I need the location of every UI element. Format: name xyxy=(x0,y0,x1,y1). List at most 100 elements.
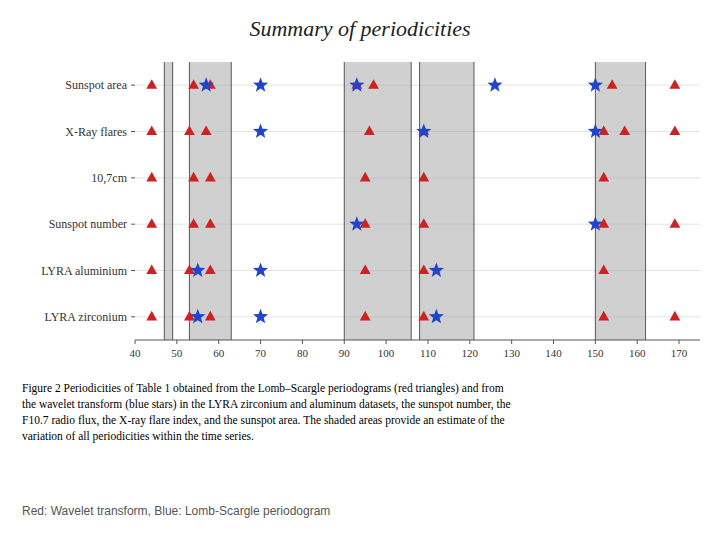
caption-line: Figure 2 Periodicities of Table 1 obtain… xyxy=(22,382,504,395)
x-tick-label: 90 xyxy=(339,347,351,359)
x-tick xyxy=(176,340,177,344)
triangle-marker xyxy=(368,79,379,89)
shaded-region xyxy=(189,62,231,340)
shaded-region xyxy=(595,62,645,340)
x-tick-label: 40 xyxy=(130,347,142,359)
region-boundary xyxy=(164,62,165,340)
star-marker xyxy=(253,77,268,91)
x-tick xyxy=(637,340,638,344)
triangle-marker xyxy=(188,79,199,89)
triangle-marker xyxy=(360,265,371,275)
y-axis: Sunspot area X-Ray flares 10,7cm Sunspot nu… xyxy=(41,78,135,324)
x-tick-label: 150 xyxy=(587,347,604,359)
x-tick-label: 160 xyxy=(629,347,646,359)
triangle-marker xyxy=(418,172,429,182)
x-axis-line xyxy=(135,340,700,341)
triangle-marker xyxy=(205,311,216,321)
x-tick-label: 130 xyxy=(503,347,520,359)
chart-title: Summary of periodicities xyxy=(249,16,470,41)
triangle-marker xyxy=(360,311,371,321)
region-boundary xyxy=(172,62,173,340)
x-tick xyxy=(427,340,428,344)
star-marker xyxy=(588,124,603,138)
bottom-note: Red: Wavelet transform, Blue: Lomb-Scarg… xyxy=(22,504,330,518)
triangle-marker xyxy=(418,265,429,275)
region-boundary xyxy=(419,62,420,340)
plot-area xyxy=(146,62,680,340)
triangle-marker xyxy=(146,218,157,228)
region-boundary xyxy=(595,62,596,340)
y-tick-label: 10,7cm xyxy=(91,171,127,185)
star-marker xyxy=(588,216,603,230)
triangle-marker xyxy=(669,126,680,136)
caption-line: F10.7 radio flux, the X-ray flare index,… xyxy=(22,414,505,427)
x-tick xyxy=(302,340,303,344)
star-marker xyxy=(199,77,214,91)
x-tick xyxy=(260,340,261,344)
x-tick xyxy=(469,340,470,344)
triangle-marker xyxy=(146,265,157,275)
star-marker xyxy=(190,309,205,323)
x-tick xyxy=(553,340,554,344)
region-boundary xyxy=(474,62,475,340)
triangle-marker xyxy=(669,79,680,89)
figure-caption-group: Figure 2 Periodicities of Table 1 obtain… xyxy=(22,382,511,443)
x-tick xyxy=(135,340,136,344)
y-tick xyxy=(131,177,135,178)
x-tick-label: 50 xyxy=(171,347,183,359)
x-tick-label: 120 xyxy=(462,347,479,359)
y-tick xyxy=(131,85,135,86)
y-tick-label: Sunspot number xyxy=(49,217,127,231)
x-tick-label: 70 xyxy=(255,347,267,359)
shaded-region xyxy=(344,62,411,340)
series-star xyxy=(190,77,603,323)
x-tick xyxy=(386,340,387,344)
triangle-marker xyxy=(669,311,680,321)
y-tick xyxy=(131,224,135,225)
triangle-marker xyxy=(146,172,157,182)
x-tick xyxy=(344,340,345,344)
chart-svg: Summary of periodicities4050607080901001… xyxy=(0,0,720,540)
triangle-marker xyxy=(598,311,609,321)
region-boundary xyxy=(645,62,646,340)
x-tick-label: 170 xyxy=(671,347,688,359)
region-boundary xyxy=(231,62,232,340)
triangle-marker xyxy=(205,265,216,275)
triangle-marker xyxy=(184,126,195,136)
y-tick-label: X-Ray flares xyxy=(65,125,127,139)
chart-container: Summary of periodicities4050607080901001… xyxy=(0,0,720,540)
star-marker xyxy=(349,77,364,91)
region-boundary xyxy=(189,62,190,340)
triangle-marker xyxy=(364,126,375,136)
triangle-marker xyxy=(146,311,157,321)
star-marker xyxy=(253,309,268,323)
star-marker xyxy=(487,77,502,91)
triangle-marker xyxy=(607,79,618,89)
y-tick-label: Sunspot area xyxy=(65,78,127,92)
star-marker xyxy=(588,77,603,91)
star-marker xyxy=(416,124,431,138)
star-marker xyxy=(190,263,205,277)
shaded-region xyxy=(164,62,172,340)
y-tick xyxy=(131,316,135,317)
x-tick-label: 60 xyxy=(213,347,225,359)
star-marker xyxy=(429,263,444,277)
triangle-marker xyxy=(146,79,157,89)
x-tick-label: 80 xyxy=(297,347,309,359)
triangle-marker xyxy=(418,311,429,321)
y-tick xyxy=(131,270,135,271)
x-tick xyxy=(511,340,512,344)
x-tick-label: 140 xyxy=(545,347,562,359)
shaded-region xyxy=(420,62,474,340)
y-tick-label: LYRA zirconium xyxy=(45,310,128,324)
caption-line: the wavelet transform (blue stars) in th… xyxy=(22,398,511,411)
figure-caption: Figure 2 Periodicities of Table 1 obtain… xyxy=(22,382,511,443)
x-tick xyxy=(595,340,596,344)
triangle-marker xyxy=(188,218,199,228)
x-tick xyxy=(218,340,219,344)
triangle-marker xyxy=(598,172,609,182)
region-boundary xyxy=(411,62,412,340)
star-marker xyxy=(429,309,444,323)
triangle-marker xyxy=(598,265,609,275)
triangle-marker xyxy=(188,172,199,182)
